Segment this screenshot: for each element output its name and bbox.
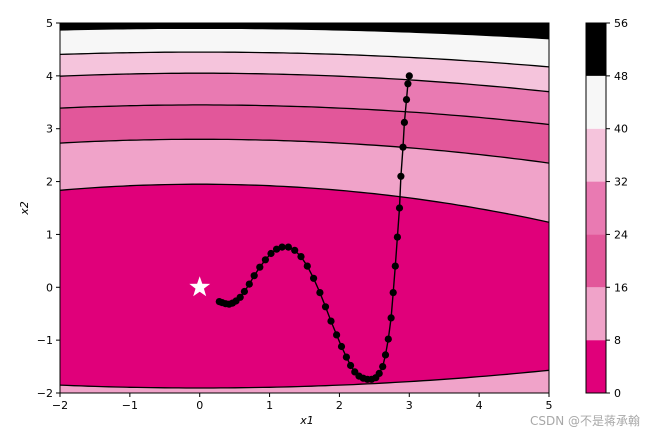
trajectory-point: [321, 303, 330, 311]
trajectory-point: [291, 246, 299, 254]
contour-line-32-4: [60, 72, 549, 93]
contour-band-4: [60, 73, 549, 125]
trajectory-point: [400, 118, 408, 126]
colorbar-tick-label: 40: [614, 123, 628, 136]
y-tick-label: −2: [37, 387, 53, 400]
trajectory-point: [284, 243, 292, 251]
colorbar-segment: [586, 340, 606, 393]
colorbar-segment: [586, 234, 606, 288]
trajectory-point: [310, 274, 318, 282]
colorbar: 0 8 16 24 32 40 48 56: [585, 17, 628, 400]
plot-frame: [59, 22, 550, 394]
x-axis: −2 −1 0 1 2 3 4 5: [52, 393, 553, 412]
trajectory-point: [399, 143, 407, 151]
y-tick-label: −1: [37, 334, 53, 347]
x-tick-label: 4: [476, 399, 483, 412]
star-marker: [189, 276, 211, 297]
colorbar-segment: [586, 181, 606, 235]
trajectory-point: [297, 253, 305, 261]
colorbar-tick-label: 56: [614, 17, 628, 30]
trajectory-point: [261, 256, 269, 264]
y-tick-label: 0: [46, 281, 53, 294]
y-tick-label: 3: [46, 123, 53, 136]
trajectory-point: [278, 243, 286, 251]
trajectory-point: [250, 272, 258, 280]
trajectory-point: [379, 363, 387, 371]
contour-band-6: [60, 28, 549, 67]
trajectory-point: [240, 287, 248, 296]
trajectory-point: [351, 368, 359, 376]
colorbar-tick-label: 0: [614, 387, 621, 400]
contour-band-5: [60, 52, 549, 92]
colorbar-segment: [586, 128, 606, 182]
contour-line-8-0: [60, 369, 549, 389]
x-axis-label: x1: [299, 414, 314, 427]
trajectory-point: [256, 263, 264, 271]
watermark: CSDN @不是蒋承翰: [529, 414, 640, 428]
y-tick-label: 1: [46, 228, 53, 241]
contour-line-40-5: [60, 51, 549, 68]
trajectory-point: [405, 72, 413, 80]
trajectory-point: [404, 80, 412, 88]
contour-band-0: [60, 370, 549, 393]
colorbar-segment: [586, 287, 606, 341]
colorbar-segment: [586, 23, 606, 76]
trajectory-point: [384, 335, 392, 343]
contour-band-1: [60, 184, 549, 388]
trajectory-point: [215, 298, 223, 306]
y-axis-label: x2: [18, 201, 31, 216]
trajectory-point: [273, 245, 281, 253]
y-axis: −2 −1 0 1 2 3 4 5: [37, 17, 60, 400]
y-tick-label: 2: [46, 176, 53, 189]
trajectory-point: [391, 262, 399, 270]
x-tick-label: −2: [52, 399, 68, 412]
x-tick-label: 1: [266, 399, 273, 412]
trajectory-point: [245, 280, 253, 288]
minimum-marker: [189, 276, 211, 297]
contour-band-3: [60, 104, 549, 164]
colorbar-tick-label: 16: [614, 281, 628, 294]
trajectory-point: [316, 289, 324, 297]
trajectory-point: [342, 353, 350, 361]
x-tick-label: −1: [122, 399, 138, 412]
x-tick-label: 5: [546, 399, 553, 412]
trajectory: [215, 72, 413, 383]
colorbar-frame: [585, 22, 607, 394]
colorbar-tick-label: 24: [614, 228, 628, 241]
trajectory-point: [267, 249, 275, 258]
trajectory-point: [387, 314, 395, 322]
contour-band-2: [60, 139, 549, 223]
contour-line-16-2: [60, 138, 549, 164]
contour-line-8-1: [60, 183, 549, 223]
trajectory-point: [381, 351, 390, 359]
x-tick-label: 2: [336, 399, 343, 412]
contour-line-24-3: [60, 104, 549, 126]
trajectory-point: [402, 96, 411, 104]
contour-band-7: [60, 23, 549, 39]
contour-bands: [60, 23, 549, 393]
x-tick-label: 3: [406, 399, 413, 412]
y-tick-label: 4: [46, 70, 53, 83]
colorbar-tick-label: 8: [614, 334, 621, 347]
contour-line-48-6: [60, 27, 549, 40]
colorbar-tick-label: 32: [614, 176, 628, 189]
colorbar-tick-label: 48: [614, 70, 628, 83]
trajectory-point: [393, 233, 401, 241]
trajectory-point: [347, 361, 355, 370]
trajectory-point: [303, 262, 311, 270]
trajectory-point: [397, 172, 405, 180]
x-tick-label: 0: [196, 399, 203, 412]
colorbar-segment: [586, 75, 606, 129]
trajectory-point: [327, 317, 335, 325]
contour-lines: [60, 27, 549, 389]
trajectory-point: [337, 342, 346, 351]
y-tick-label: 5: [46, 17, 53, 30]
trajectory-point: [333, 331, 341, 339]
trajectory-point: [395, 204, 404, 212]
trajectory-point: [389, 289, 397, 297]
